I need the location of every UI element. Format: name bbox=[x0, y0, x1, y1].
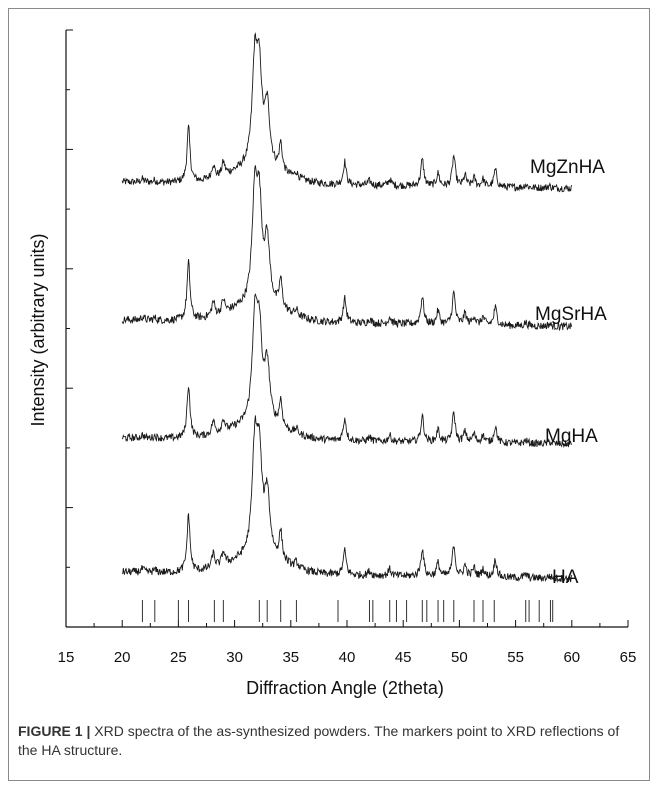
x-tick-label: 20 bbox=[114, 649, 131, 666]
trace-ha bbox=[122, 415, 573, 583]
figure-frame bbox=[8, 8, 650, 781]
series-label-ha: HA bbox=[552, 567, 579, 588]
x-tick-label: 35 bbox=[282, 649, 299, 666]
reference-markers bbox=[141, 600, 554, 622]
series-labels: MgZnHA MgSrHA MgHA HA bbox=[530, 157, 607, 588]
x-tick-labels: 15 20 25 30 35 40 45 50 55 60 65 bbox=[58, 649, 637, 666]
x-tick-label: 30 bbox=[226, 649, 243, 666]
trace-mgsrha bbox=[121, 165, 573, 332]
x-tick-label: 65 bbox=[620, 649, 637, 666]
x-tick-label: 55 bbox=[507, 649, 524, 666]
axes bbox=[65, 29, 629, 628]
trace-mgha bbox=[121, 293, 573, 449]
x-tick-label: 45 bbox=[395, 649, 412, 666]
x-tick-label: 25 bbox=[170, 649, 187, 666]
x-tick-label: 60 bbox=[563, 649, 580, 666]
x-tick-label: 50 bbox=[451, 649, 468, 666]
trace-mgznha bbox=[121, 32, 573, 193]
y-axis-label: Intensity (arbitrary units) bbox=[28, 233, 48, 426]
figure-caption: FIGURE 1 | XRD spectra of the as-synthes… bbox=[18, 722, 638, 760]
caption-label: FIGURE 1 | bbox=[18, 723, 91, 739]
x-tick-label: 40 bbox=[339, 649, 356, 666]
traces bbox=[121, 32, 573, 583]
series-label-mgsrha: MgSrHA bbox=[535, 304, 607, 325]
xrd-chart: MgZnHA MgSrHA MgHA HA 15 20 25 30 35 40 45 50 55 60 6… bbox=[28, 29, 637, 698]
caption-text: XRD spectra of the as-synthesized powder… bbox=[18, 723, 620, 758]
x-axis-label: Diffraction Angle (2theta) bbox=[246, 678, 444, 698]
series-label-mgznha: MgZnHA bbox=[530, 157, 605, 178]
x-tick-label: 15 bbox=[58, 649, 75, 666]
series-label-mgha: MgHA bbox=[545, 426, 598, 447]
